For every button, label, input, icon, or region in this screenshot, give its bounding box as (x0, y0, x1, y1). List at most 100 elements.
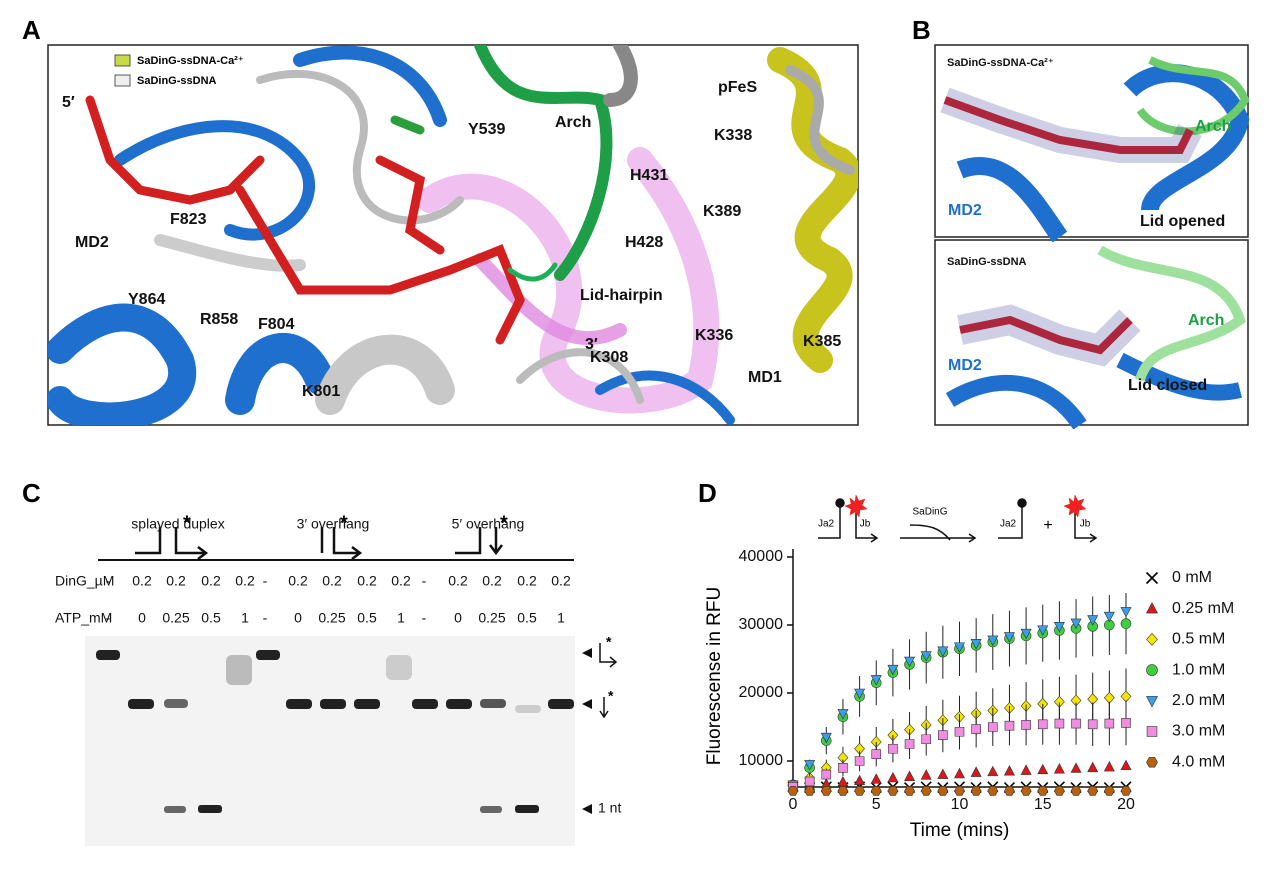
residue-label: H428 (625, 234, 663, 251)
marker (870, 675, 882, 686)
marker (1087, 719, 1098, 730)
marker (804, 786, 815, 796)
marker (937, 646, 949, 657)
residue-label: Y539 (468, 121, 505, 138)
residue-label: H431 (630, 167, 668, 184)
substrate-label: splayed duplex (131, 516, 224, 532)
marker (904, 739, 915, 749)
lane-value: - (106, 610, 111, 626)
marker (987, 765, 999, 777)
plus: + (1043, 517, 1052, 534)
residue-label: 5′ (62, 94, 75, 111)
marker (1037, 625, 1049, 636)
marker (1103, 760, 1115, 772)
residue-label: K336 (695, 327, 733, 344)
marker (804, 776, 815, 787)
panel-c-labels: splayed duplex 3′ overhang 5′ overhang DinG… (55, 516, 621, 816)
legend-label: 4.0 mM (1172, 753, 1225, 770)
lane-value: 0.5 (201, 610, 221, 626)
lane-value: - (263, 610, 268, 626)
structure-label: SaDinG-ssDNA (947, 256, 1027, 268)
legend-marker (1146, 756, 1158, 768)
marker (1004, 786, 1015, 796)
panel-b-structure (934, 44, 1250, 430)
residue-label: K385 (803, 333, 841, 350)
residue-label: Arch (555, 114, 591, 131)
lane-value: 0.2 (166, 573, 186, 589)
legend-label: SaDinG-ssDNA-Ca²⁺ (137, 55, 244, 67)
residue-label: F804 (258, 316, 295, 333)
svg-text:*: * (340, 512, 348, 534)
residue-label: pFeS (718, 79, 757, 96)
marker (904, 656, 916, 668)
marker (820, 786, 832, 796)
residue-label: K801 (302, 383, 340, 400)
lane-value: 0.2 (482, 573, 502, 589)
x-tick-label: 20 (1117, 796, 1135, 813)
x-axis-label: Time (mins) (910, 820, 1010, 841)
row-label: ATP_mM (55, 610, 112, 626)
lane-value: 0.2 (517, 573, 537, 589)
strand-label: Jb (860, 519, 871, 530)
lane-value: - (422, 573, 427, 589)
substrate-label: 5′ overhang (452, 516, 525, 532)
marker (838, 762, 848, 773)
structure-label: SaDinG-ssDNA-Ca²⁺ (947, 57, 1054, 69)
svg-text:*: * (183, 512, 191, 534)
lane-value: 0.5 (517, 610, 537, 626)
lane-value: 0.25 (318, 610, 345, 626)
svg-text:*: * (500, 512, 508, 534)
marker (870, 773, 882, 784)
marker (1103, 691, 1115, 704)
residue-label: R858 (200, 311, 238, 328)
marker (854, 756, 865, 766)
y-tick-label: 20000 (739, 684, 784, 701)
structure-label: Lid closed (1128, 377, 1207, 394)
panel-label: C (22, 478, 41, 508)
panel-label: A (22, 15, 41, 45)
lane-value: 0.2 (448, 573, 468, 589)
lane-value: 0 (138, 610, 146, 626)
lane-value: 1 (557, 610, 565, 626)
legend-marker (1146, 632, 1158, 646)
structure-label: Arch (1188, 312, 1224, 329)
lane-value: 0.2 (132, 573, 152, 589)
x-tick-label: 0 (789, 796, 798, 813)
marker (938, 730, 948, 740)
marker (987, 722, 998, 732)
strand-label: Ja2 (1000, 519, 1017, 530)
marker (937, 768, 949, 779)
panel-d-schematic (818, 494, 1098, 543)
legend-label: 3.0 mM (1172, 723, 1225, 740)
lane-value: 0.2 (288, 573, 308, 589)
legend-label: 0.5 mM (1172, 631, 1225, 648)
marker (1037, 719, 1048, 730)
marker (1071, 718, 1081, 729)
marker (987, 635, 999, 647)
marker (1087, 786, 1099, 796)
marker (920, 786, 932, 796)
marker (954, 767, 965, 779)
marker (954, 726, 965, 737)
marker (1087, 615, 1099, 626)
marker (970, 786, 982, 796)
marker (937, 786, 949, 796)
lane-value: 0.2 (551, 573, 571, 589)
panel-c-art: * * * * * (85, 512, 618, 846)
lane-value: 0.2 (357, 573, 377, 589)
lane-value: 1 (397, 610, 405, 626)
marker (1053, 763, 1065, 774)
y-tick-label: 10000 (739, 752, 784, 769)
marker (1070, 618, 1082, 630)
x-tick-label: 10 (951, 796, 969, 813)
marker (904, 786, 915, 796)
lane-value: 0.25 (162, 610, 189, 626)
marker (1037, 763, 1049, 775)
marker (1087, 761, 1099, 773)
residue-label: MD1 (748, 369, 782, 386)
marker (971, 724, 981, 734)
x-tick-label: 15 (1034, 796, 1052, 813)
residue-label: K338 (714, 127, 752, 144)
lane-value: 0.2 (201, 573, 221, 589)
marker (1120, 607, 1132, 618)
